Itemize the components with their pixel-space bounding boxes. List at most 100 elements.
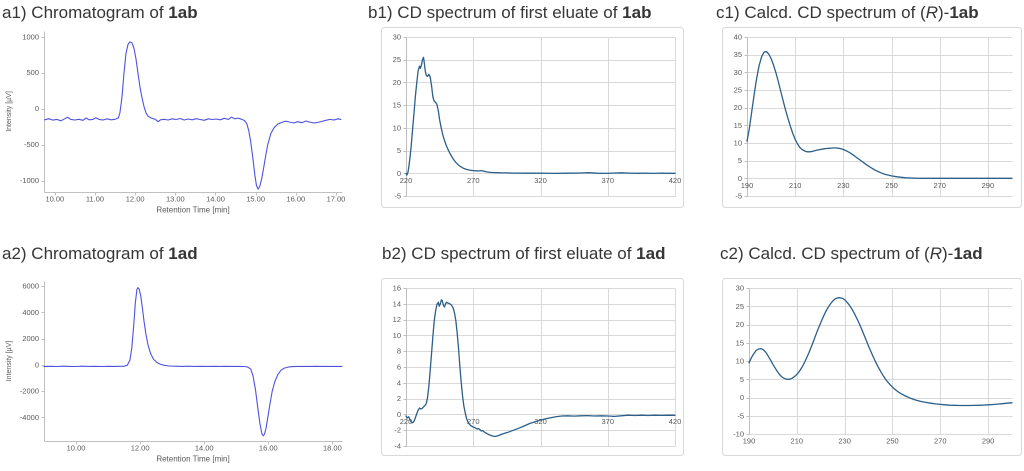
- x-axis-title: Retention Time [min]: [156, 455, 229, 464]
- panel-title-a2: a2) Chromatogram of 1ad: [2, 244, 198, 264]
- svg-text:-4000: -4000: [20, 413, 39, 422]
- panel-title-c1: c1) Calcd. CD spectrum of (R)-1ab: [716, 3, 979, 23]
- svg-text:230: 230: [837, 181, 850, 190]
- svg-text:420: 420: [669, 176, 682, 185]
- svg-text:25: 25: [734, 86, 742, 95]
- svg-text:4000: 4000: [22, 308, 39, 317]
- title-segment: R: [929, 244, 943, 263]
- svg-text:290: 290: [982, 437, 995, 446]
- svg-text:25: 25: [736, 302, 744, 311]
- svg-text:190: 190: [743, 437, 756, 446]
- svg-text:5: 5: [738, 156, 742, 165]
- title-segment: )-: [942, 244, 954, 263]
- svg-text:20: 20: [393, 78, 401, 87]
- y-tick-marks: [403, 288, 407, 447]
- svg-text:2: 2: [397, 394, 401, 403]
- title-segment: 1ab: [949, 3, 979, 22]
- chart-frame: [722, 27, 1022, 208]
- svg-text:-5: -5: [737, 411, 744, 420]
- svg-text:-5: -5: [735, 192, 742, 201]
- svg-text:10: 10: [393, 123, 401, 132]
- svg-text:-2: -2: [394, 426, 401, 435]
- svg-text:12.00: 12.00: [126, 195, 145, 204]
- svg-text:210: 210: [789, 181, 802, 190]
- svg-text:250: 250: [885, 181, 898, 190]
- title-segment: b1) CD spectrum of first eluate of: [368, 3, 623, 22]
- svg-text:15: 15: [736, 338, 744, 347]
- chart-b1: -5 0 5 10 15 20 25 30 220 270 320 370 420: [381, 27, 684, 208]
- svg-text:40: 40: [734, 33, 742, 42]
- svg-text:220: 220: [400, 176, 413, 185]
- svg-text:2000: 2000: [22, 334, 39, 343]
- panel-title-c2: c2) Calcd. CD spectrum of (R)-1ad: [720, 244, 983, 264]
- svg-text:20: 20: [736, 320, 744, 329]
- svg-text:270: 270: [467, 176, 480, 185]
- svg-text:10.00: 10.00: [45, 195, 64, 204]
- svg-text:270: 270: [934, 437, 947, 446]
- title-segment: 1ad: [636, 244, 666, 263]
- y-tick-marks: [403, 37, 407, 197]
- chart-frame: [381, 27, 684, 208]
- svg-text:6000: 6000: [22, 282, 39, 291]
- svg-text:420: 420: [669, 417, 682, 426]
- y-tick-marks: [746, 288, 750, 435]
- chart-a2: 6000 4000 2000 0 -2000 -4000 10.00 12.00 14.00 16…: [2, 266, 347, 468]
- svg-text:500: 500: [26, 68, 39, 77]
- tick-labels: 1000 500 0 -500 -1000 10.00 11.00 12.00 13.00 14.…: [6, 32, 345, 214]
- chart-svg-b2: -4 -2 0 2 4 6 8 10 12 14 16 220 270 320 370 420: [381, 278, 684, 456]
- series-line-cd-signal: [405, 299, 676, 438]
- svg-text:0: 0: [738, 174, 742, 183]
- tick-labels: -4 -2 0 2 4 6 8 10 12 14 16 220 270 320 370 420: [393, 284, 682, 451]
- svg-text:0: 0: [35, 360, 39, 369]
- svg-text:320: 320: [534, 417, 547, 426]
- svg-text:10: 10: [393, 331, 401, 340]
- series-line-intensity: [43, 287, 343, 437]
- svg-text:30: 30: [736, 284, 744, 293]
- gridlines: [747, 37, 1013, 197]
- svg-text:16: 16: [393, 284, 401, 293]
- svg-text:17.00: 17.00: [327, 195, 346, 204]
- title-segment: 1ad: [168, 244, 198, 263]
- axes: [41, 281, 343, 445]
- title-segment: a1) Chromatogram of: [2, 3, 169, 22]
- svg-text:8: 8: [397, 347, 401, 356]
- svg-text:0: 0: [35, 104, 39, 113]
- svg-text:16.00: 16.00: [286, 195, 305, 204]
- series-line-cd-signal: [405, 56, 676, 176]
- tick-labels: -10 -5 0 5 10 15 20 25 30 190 210 230 250 270 290: [733, 284, 994, 446]
- svg-text:270: 270: [933, 181, 946, 190]
- tick-labels: -5 0 5 10 15 20 25 30 220 270 320 370 420: [393, 33, 682, 201]
- svg-text:15: 15: [734, 121, 742, 130]
- svg-text:-2000: -2000: [20, 387, 39, 396]
- panel-title-a1: a1) Chromatogram of 1ab: [2, 3, 198, 23]
- chart-c1: -5 0 5 10 15 20 25 30 35 40 190 210 230 250 270 290: [722, 27, 1022, 208]
- svg-text:16.00: 16.00: [259, 444, 278, 453]
- title-segment: )-: [938, 3, 950, 22]
- svg-text:14.00: 14.00: [195, 444, 214, 453]
- title-segment: 1ad: [953, 244, 983, 263]
- tick-labels: -5 0 5 10 15 20 25 30 35 40 190 210 230 250 270 290: [734, 33, 995, 201]
- svg-text:-10: -10: [733, 430, 744, 439]
- chart-a1: 1000 500 0 -500 -1000 10.00 11.00 12.00 13.00 14.…: [2, 25, 347, 221]
- chart-svg-b1: -5 0 5 10 15 20 25 30 220 270 320 370 420: [381, 27, 684, 208]
- chart-svg-c1: -5 0 5 10 15 20 25 30 35 40 190 210 230 250 270 290: [722, 27, 1022, 208]
- svg-text:30: 30: [734, 68, 742, 77]
- panel-title-b2: b2) CD spectrum of first eluate of 1ad: [382, 244, 665, 264]
- title-segment: b2) CD spectrum of first eluate of: [382, 244, 637, 263]
- svg-text:370: 370: [601, 176, 614, 185]
- svg-text:320: 320: [534, 176, 547, 185]
- svg-text:370: 370: [601, 417, 614, 426]
- svg-text:190: 190: [741, 181, 754, 190]
- svg-text:20: 20: [734, 103, 742, 112]
- svg-text:10.00: 10.00: [67, 444, 86, 453]
- gridlines: [749, 288, 1013, 435]
- title-segment: 1ab: [622, 3, 652, 22]
- svg-text:12: 12: [393, 315, 401, 324]
- svg-text:10: 10: [736, 357, 744, 366]
- svg-text:-5: -5: [394, 192, 401, 201]
- svg-text:18.00: 18.00: [323, 444, 342, 453]
- x-axis-title: Retention Time [min]: [156, 206, 229, 215]
- title-segment: c2) Calcd. CD spectrum of (: [720, 244, 930, 263]
- svg-text:-4: -4: [394, 442, 401, 451]
- svg-text:10: 10: [734, 139, 742, 148]
